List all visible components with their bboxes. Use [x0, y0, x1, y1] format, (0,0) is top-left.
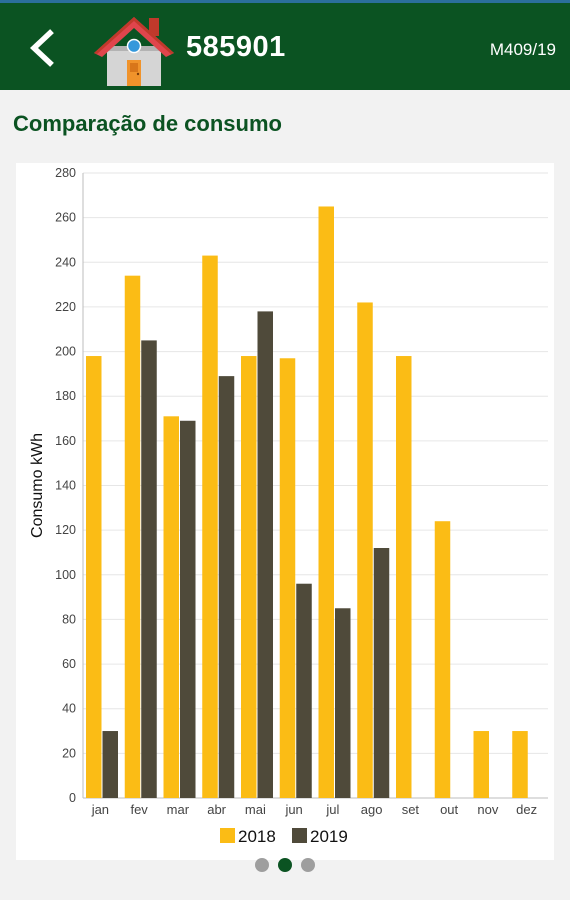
bar-2019-jan	[102, 731, 118, 798]
section-title: Comparação de consumo	[13, 111, 282, 136]
bar-2019-fev	[141, 340, 157, 798]
page-dot[interactable]	[301, 858, 315, 872]
account-reference: M409/19	[489, 40, 556, 59]
x-tick-label: jul	[325, 802, 339, 817]
x-tick-label: mai	[245, 802, 266, 817]
x-tick-label: nov	[477, 802, 498, 817]
bar-2018-nov	[473, 731, 489, 798]
x-tick-label: abr	[207, 802, 226, 817]
x-tick-label: jan	[91, 802, 109, 817]
app-bar: 585901 M409/19	[0, 0, 570, 90]
bar-2019-jul	[335, 608, 351, 798]
x-tick-label: ago	[361, 802, 383, 817]
bar-2018-mar	[163, 416, 179, 798]
legend-label: 2019	[310, 827, 348, 846]
bar-2018-jun	[279, 358, 296, 798]
legend-label: 2018	[238, 827, 276, 846]
x-tick-label: dez	[516, 802, 537, 817]
chart-legend: 2018 2019	[220, 827, 348, 846]
bar-2018-set	[396, 356, 412, 798]
bar-2018-jan	[86, 356, 102, 798]
legend-swatch	[292, 828, 307, 843]
chart-bars	[86, 206, 528, 798]
bar-2019-ago	[373, 548, 390, 798]
consumption-chart-card: 0 20 40 60 80 100 120 140 160 180 200 220 240 260 280 C…	[16, 163, 554, 860]
bar-2018-abr	[202, 255, 218, 798]
chart-gridlines	[83, 172, 548, 799]
back-button[interactable]	[22, 23, 66, 73]
chart-labels: 0 20 40 60 80 100 120 140 160 180 200 220 240 260 280 C…	[29, 166, 537, 817]
bar-2018-ago	[357, 302, 373, 798]
bar-2018-mai	[241, 356, 257, 798]
y-tick-label: 280	[55, 166, 76, 180]
x-tick-label: fev	[130, 802, 148, 817]
bar-2019-mai	[257, 311, 273, 798]
y-tick-label: 0	[69, 791, 76, 805]
page-dot[interactable]	[278, 858, 292, 872]
y-tick-label: 100	[55, 568, 76, 582]
y-tick-label: 260	[55, 211, 76, 225]
y-tick-label: 160	[55, 434, 76, 448]
page-indicator	[0, 855, 570, 875]
x-tick-label: out	[440, 802, 458, 817]
y-tick-label: 180	[55, 389, 76, 403]
bar-2018-dez	[512, 731, 528, 798]
x-tick-label: set	[402, 802, 420, 817]
consumption-bar-chart: 0 20 40 60 80 100 120 140 160 180 200 220 240 260 280 C…	[29, 166, 548, 846]
y-tick-label: 240	[55, 255, 76, 269]
legend-swatch	[220, 828, 235, 843]
y-tick-label: 120	[55, 523, 76, 537]
y-tick-label: 200	[55, 345, 76, 359]
bar-2019-abr	[218, 376, 235, 798]
chart-axes	[82, 173, 548, 799]
bar-2019-mar	[180, 420, 196, 798]
y-tick-label: 40	[62, 702, 76, 716]
x-tick-label: jun	[284, 802, 302, 817]
y-tick-label: 80	[62, 612, 76, 626]
account-number: 585901	[186, 31, 286, 63]
x-tick-label: mar	[167, 802, 190, 817]
y-tick-label: 140	[55, 479, 76, 493]
y-tick-label: 20	[62, 746, 76, 760]
y-tick-label: 220	[55, 300, 76, 314]
back-arrow-icon	[29, 29, 54, 67]
bar-2018-out	[434, 521, 451, 798]
house-icon	[94, 17, 174, 86]
bar-2018-jul	[318, 206, 334, 798]
y-axis-title: Consumo kWh	[29, 433, 46, 538]
page-dot[interactable]	[255, 858, 269, 872]
bar-2018-fev	[124, 275, 141, 798]
bar-2019-jun	[296, 583, 312, 798]
y-tick-label: 60	[62, 657, 76, 671]
